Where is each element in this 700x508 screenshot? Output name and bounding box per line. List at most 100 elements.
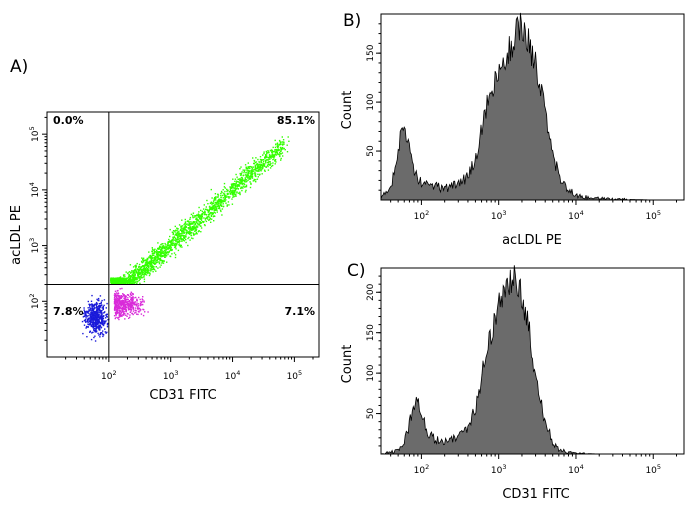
scatter-point-low bbox=[90, 313, 92, 316]
x-tick-label: 105 bbox=[645, 463, 661, 476]
scatter-point-low bbox=[94, 324, 97, 326]
scatter-point-high bbox=[216, 211, 218, 213]
scatter-point-high bbox=[194, 226, 196, 228]
scatter-point-high bbox=[207, 210, 209, 212]
scatter-point-high bbox=[172, 242, 174, 245]
scatter-point-high bbox=[248, 177, 251, 179]
scatter-point-high bbox=[173, 252, 176, 254]
scatter-point-high bbox=[176, 229, 178, 232]
scatter-point-high bbox=[260, 166, 262, 168]
scatter-point-high bbox=[221, 201, 224, 203]
scatter-point-low bbox=[101, 309, 103, 312]
scatter-point-high bbox=[239, 178, 241, 180]
scatter-point-high bbox=[176, 231, 178, 233]
scatter-point-high bbox=[235, 173, 237, 176]
scatter-point-high bbox=[149, 265, 152, 267]
scatter-point-high bbox=[146, 261, 148, 264]
scatter-point-low bbox=[95, 317, 98, 319]
scatter-point-low bbox=[97, 324, 99, 326]
scatter-point-low bbox=[89, 303, 91, 306]
scatter-point-high bbox=[182, 232, 184, 234]
scatter-point-high bbox=[130, 280, 133, 283]
scatter-point-high bbox=[123, 283, 126, 285]
scatter-point-high bbox=[179, 244, 181, 246]
scatter-point-high bbox=[169, 245, 172, 248]
scatter-point-high bbox=[262, 154, 264, 156]
panel-c-label: C) bbox=[347, 261, 366, 281]
scatter-point-high bbox=[224, 187, 226, 189]
scatter-point-low bbox=[92, 325, 94, 328]
scatter-point-high bbox=[153, 261, 155, 263]
scatter-point-high bbox=[196, 226, 199, 228]
panel-c-x-ticks: 102 103 104 105 bbox=[390, 454, 678, 476]
scatter-point-mid bbox=[126, 315, 128, 317]
scatter-point-high bbox=[198, 230, 200, 232]
scatter-point-high bbox=[190, 228, 192, 230]
scatter-point-low bbox=[97, 316, 99, 318]
scatter-point-low bbox=[92, 323, 94, 325]
scatter-point-mid bbox=[117, 293, 119, 295]
scatter-point-high bbox=[177, 235, 179, 237]
scatter-point-high bbox=[205, 213, 208, 216]
scatter-point-mid bbox=[113, 294, 116, 296]
scatter-point-mid bbox=[116, 299, 118, 301]
scatter-point-high bbox=[230, 191, 232, 194]
scatter-point-high bbox=[267, 169, 270, 171]
scatter-point-high bbox=[270, 149, 273, 151]
scatter-point-low bbox=[83, 324, 86, 326]
scatter-point-high bbox=[284, 149, 286, 151]
scatter-point-high bbox=[270, 165, 273, 167]
scatter-point-mid bbox=[116, 298, 118, 300]
scatter-point-high bbox=[156, 254, 158, 256]
scatter-point-high bbox=[136, 272, 138, 274]
scatter-point-low bbox=[89, 306, 91, 308]
scatter-point-high bbox=[157, 256, 159, 259]
scatter-point-mid bbox=[131, 307, 133, 309]
scatter-point-high bbox=[151, 259, 153, 262]
scatter-point-low bbox=[84, 311, 86, 314]
scatter-point-high bbox=[117, 282, 120, 284]
scatter-point-high bbox=[209, 219, 211, 221]
scatter-point-high bbox=[117, 279, 119, 281]
scatter-point-mid bbox=[121, 300, 123, 302]
scatter-point-mid bbox=[130, 303, 132, 306]
scatter-point-high bbox=[190, 234, 193, 237]
scatter-point-low bbox=[97, 326, 99, 328]
y-tick-label: 105 bbox=[28, 126, 41, 142]
scatter-point-high bbox=[200, 214, 202, 216]
scatter-point-high bbox=[130, 276, 132, 278]
scatter-point-mid bbox=[130, 297, 132, 299]
panel-b-x-label: acLDL PE bbox=[502, 233, 562, 248]
scatter-point-low bbox=[91, 312, 93, 315]
scatter-point-low bbox=[83, 315, 85, 318]
scatter-point-high bbox=[145, 271, 147, 274]
scatter-point-high bbox=[257, 158, 259, 161]
scatter-point-high bbox=[277, 145, 279, 148]
scatter-point-high bbox=[211, 206, 213, 209]
scatter-point-high bbox=[256, 178, 259, 180]
scatter-point-low bbox=[94, 312, 96, 314]
scatter-point-mid bbox=[125, 310, 127, 313]
scatter-point-high bbox=[152, 271, 154, 273]
scatter-point-high bbox=[158, 259, 161, 261]
scatter-point-high bbox=[204, 208, 207, 210]
scatter-point-high bbox=[247, 162, 249, 164]
x-tick-label: 105 bbox=[645, 209, 661, 222]
scatter-point-mid bbox=[132, 310, 135, 312]
scatter-point-high bbox=[253, 178, 255, 181]
scatter-point-high bbox=[247, 174, 249, 176]
scatter-point-low bbox=[106, 323, 109, 325]
scatter-point-high bbox=[238, 178, 240, 181]
scatter-point-high bbox=[145, 266, 148, 269]
scatter-point-high bbox=[245, 167, 248, 169]
scatter-point-high bbox=[265, 155, 268, 157]
scatter-point-high bbox=[247, 172, 250, 174]
scatter-point-high bbox=[220, 201, 223, 203]
scatter-point-low bbox=[96, 298, 98, 301]
scatter-point-mid bbox=[114, 290, 117, 292]
scatter-point-high bbox=[193, 225, 195, 227]
scatter-point-mid bbox=[121, 302, 123, 304]
scatter-point-high bbox=[151, 266, 153, 268]
scatter-point-high bbox=[185, 234, 187, 236]
scatter-point-high bbox=[169, 240, 171, 242]
